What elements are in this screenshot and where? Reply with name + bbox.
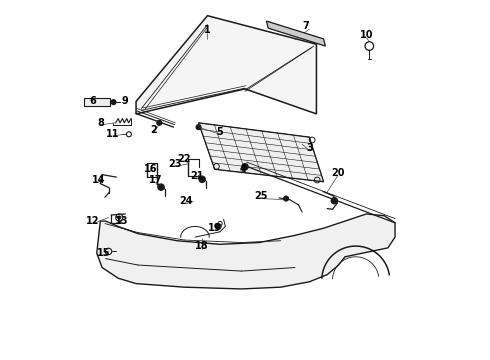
Circle shape	[157, 120, 162, 125]
Text: 1: 1	[204, 25, 211, 35]
Text: 2: 2	[150, 125, 157, 135]
Polygon shape	[267, 21, 325, 46]
Text: 18: 18	[196, 241, 209, 251]
Text: 24: 24	[179, 197, 193, 206]
Circle shape	[331, 198, 338, 204]
Polygon shape	[198, 123, 323, 182]
Text: 6: 6	[90, 96, 97, 107]
Text: 3: 3	[306, 143, 313, 153]
Text: 20: 20	[331, 168, 344, 178]
Circle shape	[158, 184, 164, 190]
Text: 16: 16	[144, 164, 157, 174]
Text: 19: 19	[208, 223, 221, 233]
Circle shape	[215, 224, 221, 229]
Circle shape	[199, 176, 205, 183]
Text: 4: 4	[240, 164, 246, 174]
Circle shape	[111, 100, 116, 105]
Text: 5: 5	[217, 127, 223, 137]
Text: 23: 23	[169, 159, 182, 169]
Text: 12: 12	[86, 216, 100, 226]
Text: 14: 14	[92, 175, 105, 185]
Bar	[83, 98, 110, 106]
Text: 25: 25	[254, 191, 268, 201]
Polygon shape	[136, 16, 317, 114]
Text: 10: 10	[360, 30, 373, 40]
Text: 15: 15	[97, 248, 111, 258]
Text: 21: 21	[190, 171, 203, 181]
Text: 22: 22	[177, 154, 191, 163]
Text: 8: 8	[97, 118, 104, 128]
Text: 17: 17	[149, 175, 163, 185]
Polygon shape	[97, 214, 395, 289]
Circle shape	[284, 196, 289, 201]
Circle shape	[242, 163, 248, 170]
Text: 7: 7	[302, 21, 309, 31]
Circle shape	[196, 125, 201, 130]
Text: 9: 9	[122, 96, 129, 107]
Circle shape	[118, 216, 121, 219]
Text: 13: 13	[115, 216, 128, 226]
Text: 11: 11	[106, 129, 120, 139]
